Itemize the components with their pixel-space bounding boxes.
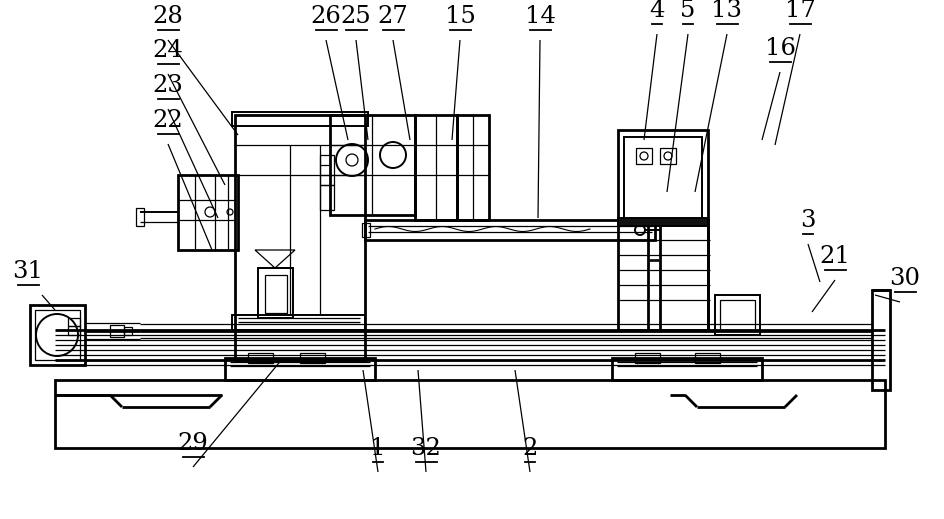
Text: 31: 31 [12, 260, 43, 283]
Bar [635, 148, 651, 164]
Bar [457, 115, 488, 220]
Bar [232, 315, 364, 330]
Bar [30, 305, 85, 365]
Text: 4: 4 [649, 0, 664, 22]
Bar [177, 175, 238, 250]
Text: 32: 32 [410, 437, 441, 460]
Bar [715, 295, 759, 335]
Text: 26: 26 [311, 5, 341, 28]
Text: 22: 22 [153, 109, 183, 132]
Bar [55, 380, 885, 448]
Bar [320, 155, 333, 185]
Bar [68, 326, 80, 335]
Text: 1: 1 [370, 437, 385, 460]
Bar [320, 185, 333, 210]
Text: 3: 3 [800, 209, 815, 232]
Bar [364, 220, 654, 240]
Bar [299, 353, 325, 363]
Bar [247, 353, 273, 363]
Bar [329, 115, 414, 215]
Text: 27: 27 [378, 5, 408, 28]
Text: 23: 23 [152, 74, 183, 97]
Bar [623, 137, 701, 219]
Bar [659, 148, 675, 164]
Text: 2: 2 [522, 437, 537, 460]
Bar [136, 208, 143, 226]
Bar [612, 358, 761, 380]
Bar [719, 300, 754, 330]
Bar [362, 223, 370, 237]
Bar [68, 318, 80, 326]
Bar [225, 358, 375, 380]
Text: 14: 14 [524, 5, 555, 28]
Bar [871, 290, 889, 390]
Bar [264, 275, 287, 313]
Text: 16: 16 [764, 37, 795, 60]
Text: 5: 5 [680, 0, 695, 22]
Bar [617, 218, 707, 226]
Bar [124, 327, 132, 335]
Bar [258, 268, 293, 318]
Text: 30: 30 [888, 267, 919, 290]
Bar [414, 115, 457, 220]
Text: 24: 24 [152, 39, 183, 62]
Bar [110, 325, 124, 337]
Text: 13: 13 [711, 0, 742, 22]
Text: 15: 15 [444, 5, 475, 28]
Text: 17: 17 [784, 0, 815, 22]
Bar [235, 115, 364, 360]
Bar [617, 130, 707, 330]
Text: 21: 21 [818, 245, 850, 268]
Text: 28: 28 [153, 5, 183, 28]
Bar [634, 353, 659, 363]
Text: 25: 25 [340, 5, 371, 28]
Bar [35, 310, 80, 360]
Bar [694, 353, 719, 363]
Text: 29: 29 [177, 432, 209, 455]
Bar [232, 112, 367, 126]
